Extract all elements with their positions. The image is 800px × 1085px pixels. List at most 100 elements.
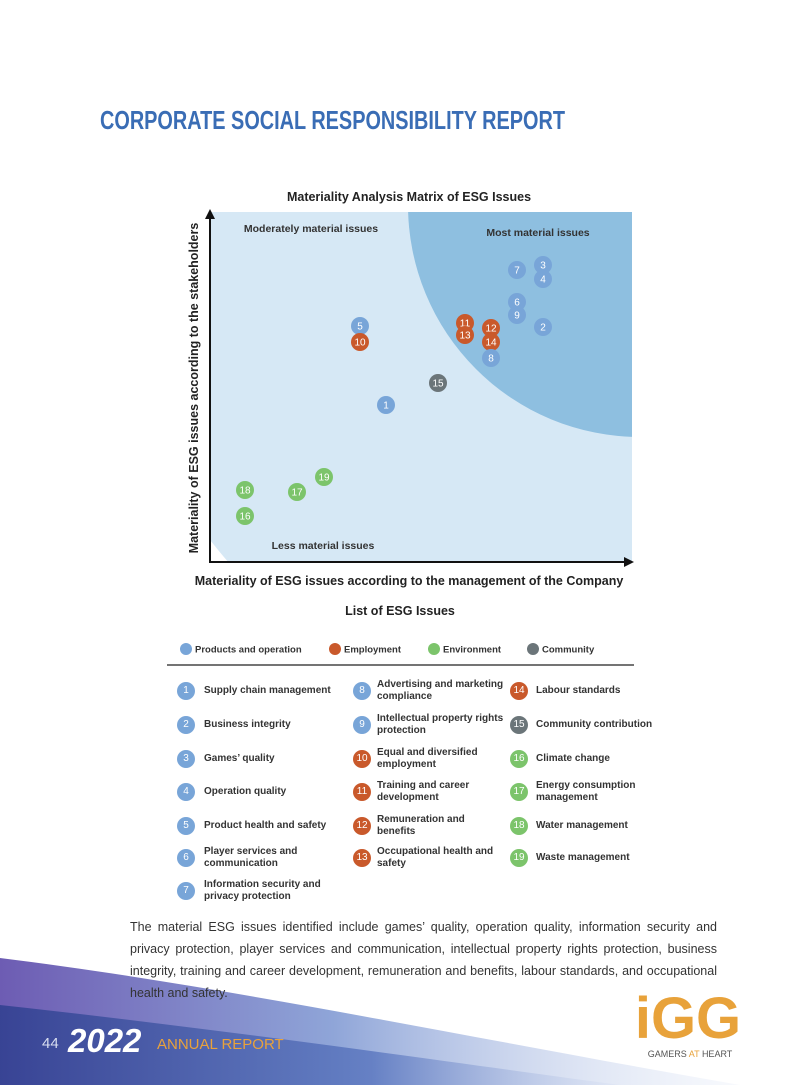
point-dot [508,261,526,279]
item-name: Supply chain management [204,685,331,696]
legend-dot [329,643,341,655]
legend: Products and operation Employment Environm… [180,643,595,656]
point-label: 19 [318,473,330,484]
item-name: Equal and diversified employment [377,747,478,770]
legend-label: Products and operation [195,645,302,656]
point-label: 4 [540,275,546,286]
point-label: 1 [383,401,389,412]
item-number: 10 [353,750,371,768]
item-number: 3 [177,750,195,768]
item-name: Advertising and marketing compliance [377,679,504,702]
point-label: 3 [540,261,546,272]
point-dot [534,270,552,288]
item-name: Training and career development [377,780,470,803]
footer-swoosh [0,1005,620,1085]
tagline-word: AT [689,1049,700,1059]
item-name: Remuneration and benefits [377,814,465,837]
item-number: 6 [177,849,195,867]
footer-report: ANNUAL REPORT [157,1036,284,1053]
region-label: Less material issues [272,540,375,552]
legend-dot [428,643,440,655]
matrix-title: Materiality Analysis Matrix of ESG Issue… [287,190,531,204]
footer-year: 2022 [67,1022,142,1059]
point-label: 6 [514,298,520,309]
y-arrow [205,209,215,219]
point-label: 15 [432,379,444,390]
item-number: 17 [510,783,528,801]
point-dot [508,293,526,311]
point-dot [482,349,500,367]
item-name: Business integrity [204,719,291,730]
item-number: 12 [353,817,371,835]
x-axis-label: Materiality of ESG issues according to t… [195,574,624,588]
point-dot [482,319,500,337]
point-dot [456,326,474,344]
point-dot [534,318,552,336]
tagline-word: HEART [702,1049,733,1059]
item-number: 13 [353,849,371,867]
legend-label: Community [542,645,595,656]
item-number: 11 [353,783,371,801]
item-name: Player services and communication [204,846,298,869]
item-name: Waste management [536,852,630,863]
point-label: 16 [239,512,251,523]
item-name: Intellectual property rights protection [377,713,504,736]
list-title: List of ESG Issues [345,604,455,618]
item-name: Energy consumption management [536,780,636,803]
page-title: CORPORATE SOCIAL RESPONSIBILITY REPORT [100,105,565,135]
item-name: Operation quality [204,786,287,797]
item-name: Product health and safety [204,820,327,831]
legend-label: Environment [443,645,502,656]
logo: iGG [635,986,741,1051]
legend-dot [180,643,192,655]
item-number: 14 [510,682,528,700]
item-number: 2 [177,716,195,734]
point-label: 8 [488,354,494,365]
legend-label: Employment [344,645,402,656]
item-name: Games’ quality [204,753,275,764]
point-dot [377,396,395,414]
item-name: Occupational health and safety [377,846,494,869]
y-axis-label: Materiality of ESG issues according to t… [187,223,201,554]
item-number: 19 [510,849,528,867]
point-label: 2 [540,323,546,334]
page-number: 44 [42,1035,59,1052]
point-label: 13 [459,331,471,342]
item-name: Climate change [536,753,610,764]
point-label: 10 [354,338,366,349]
point-dot [288,483,306,501]
point-label: 9 [514,311,520,322]
item-number: 8 [353,682,371,700]
point-label: 11 [460,319,471,330]
point-dot [315,468,333,486]
item-number: 5 [177,817,195,835]
most-region [408,212,632,437]
item-number: 16 [510,750,528,768]
tagline-word: GAMERS [648,1049,687,1059]
point-dot [351,317,369,335]
item-number: 1 [177,682,195,700]
item-name: Labour standards [536,685,621,696]
point-dot [351,333,369,351]
point-dot [508,306,526,324]
item-name: Information security and privacy protect… [204,879,321,902]
point-label: 7 [514,266,520,277]
item-number: 15 [510,716,528,734]
item-number: 18 [510,817,528,835]
item-number: 4 [177,783,195,801]
point-dot [534,256,552,274]
item-number: 7 [177,882,195,900]
region-label: Moderately material issues [244,223,378,235]
point-label: 5 [357,322,363,333]
point-label: 17 [291,488,303,499]
region-label: Most material issues [486,227,589,239]
point-label: 12 [485,324,497,335]
item-name: Community contribution [536,719,653,730]
paragraph: The material ESG issues identified inclu… [130,920,717,1000]
item-name: Water management [536,820,628,831]
logo-tagline: GAMERS AT HEART [648,1049,733,1059]
point-dot [236,507,254,525]
